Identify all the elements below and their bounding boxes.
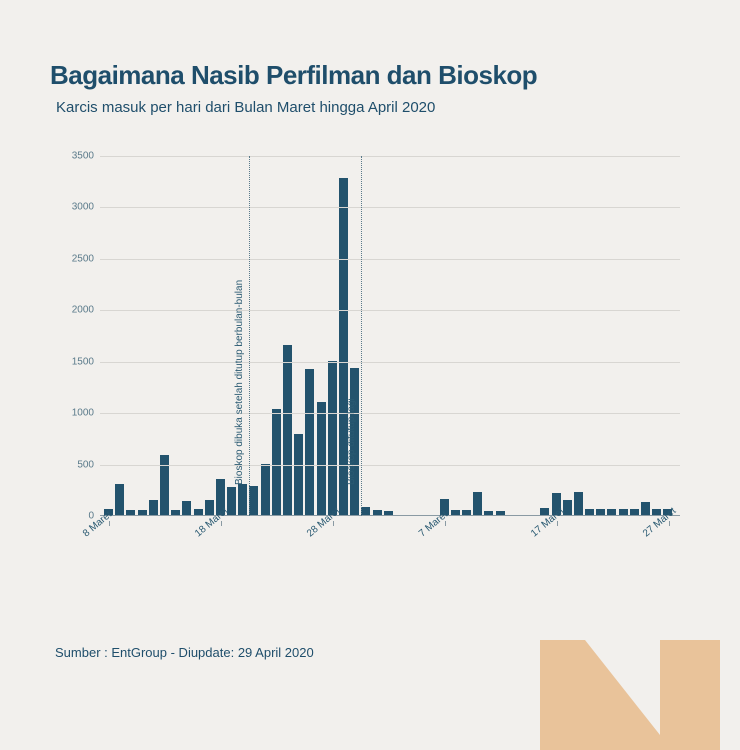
bar [384,511,393,515]
source-text: Sumber : EntGroup - Diupdate: 29 April 2… [55,645,314,660]
bar [607,509,616,515]
bar [361,507,370,515]
grid-line [100,310,680,311]
bar [194,509,203,515]
bar [328,361,337,515]
annotation-line [249,156,250,516]
bar [317,402,326,515]
grid-line [100,259,680,260]
bar [484,511,493,515]
grid-line [100,465,680,466]
bar [138,510,147,515]
chart-subtitle: Karcis masuk per hari dari Bulan Maret h… [56,99,690,116]
bar [149,500,158,515]
bar [171,510,180,515]
bar [182,501,191,515]
bar [585,509,594,515]
y-tick-label: 3000 [72,202,94,213]
bar [473,492,482,515]
bar [261,464,270,515]
bar [283,345,292,515]
grid-line [100,362,680,363]
bar [596,509,605,515]
plot-area: Bioskop dibuka setelah ditutup berbulan-… [100,156,680,516]
bar [373,510,382,515]
annotation-label: Bioskop dibuka setelah ditutup berbulan-… [234,280,245,485]
bar [272,409,281,515]
x-axis: 8 Maret18 Maret28 Maret7 Maret17 Maret27… [100,521,680,561]
bar [126,510,135,515]
grid-line [100,156,680,157]
chart-container: Bagaimana Nasib Perfilman dan Bioskop Ka… [0,0,740,740]
bars-group [100,156,680,515]
bar [249,486,258,515]
y-tick-label: 2000 [72,305,94,316]
bar [205,500,214,515]
bar [641,502,650,515]
y-tick-label: 2500 [72,253,94,264]
grid-line [100,413,680,414]
bar [462,510,471,515]
y-tick-label: 500 [77,459,94,470]
bar [574,492,583,515]
chart-area: 0500100015002000250030003500 Bioskop dib… [60,156,680,566]
bar [238,484,247,515]
chart-title: Bagaimana Nasib Perfilman dan Bioskop [50,60,690,91]
bar [305,369,314,515]
y-tick-label: 3500 [72,151,94,162]
y-axis: 0500100015002000250030003500 [60,156,100,516]
grid-line [100,207,680,208]
logo-watermark [520,620,740,750]
bar [630,509,639,515]
bar [115,484,124,515]
y-tick-label: 1500 [72,356,94,367]
annotation-line [361,156,362,516]
annotation-label: Bioskop ditutup lagi [346,398,357,485]
bar [619,509,628,515]
y-tick-label: 1000 [72,408,94,419]
bar [496,511,505,515]
bar [451,510,460,515]
bar [294,434,303,515]
